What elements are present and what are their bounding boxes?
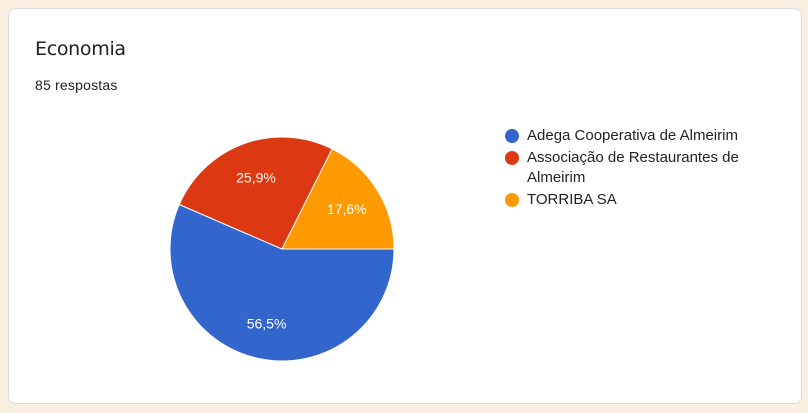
slice-label: 25,9% (236, 169, 276, 185)
pie-slice[interactable] (169, 203, 395, 362)
legend-dot-icon (505, 151, 519, 165)
chart-legend: Adega Cooperativa de Almeirim Associação … (505, 126, 765, 212)
slice-label: 56,5% (247, 316, 287, 332)
legend-item[interactable]: TORRIBA SA (505, 190, 765, 210)
legend-dot-icon (505, 193, 519, 207)
legend-label: TORRIBA SA (527, 191, 617, 208)
slice-label: 17,6% (327, 201, 367, 217)
question-title: Economia (35, 38, 126, 60)
response-count: 85 respostas (35, 77, 118, 93)
pie-slice[interactable] (178, 136, 333, 250)
legend-dot-icon (505, 129, 519, 143)
legend-item[interactable]: Adega Cooperativa de Almeirim (505, 126, 765, 146)
legend-label: Adega Cooperativa de Almeirim (527, 127, 738, 144)
legend-item[interactable]: Associação de Restaurantes de Almeirim (505, 148, 765, 188)
legend-label: Associação de Restaurantes de Almeirim (527, 149, 739, 186)
pie-slice[interactable] (281, 148, 395, 250)
chart-card: Economia 85 respostas (8, 8, 802, 404)
